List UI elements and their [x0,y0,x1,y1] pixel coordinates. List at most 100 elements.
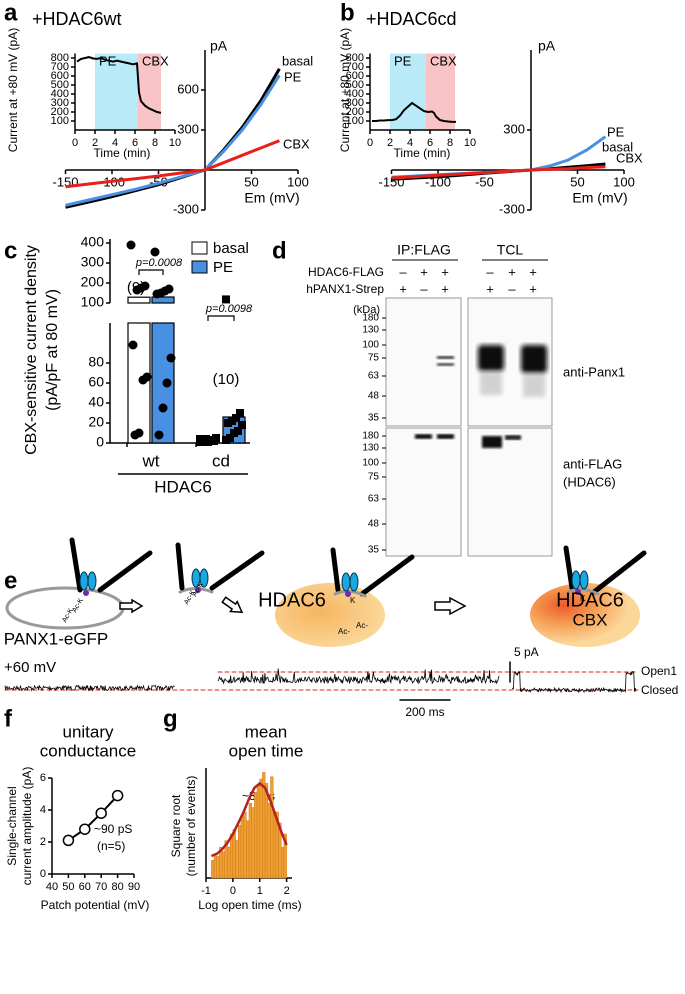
y-tick-label: 700 [51,61,69,73]
histogram-bar [227,846,231,879]
histogram-bar [211,860,215,879]
y-tick-label: 200 [81,274,105,290]
marker-label: 100 [362,340,379,351]
y-axis-label: Single-channel [5,786,19,865]
point [158,403,168,413]
blot-frame [467,427,553,557]
voltage-label: +60 mV [4,659,56,676]
lysine [195,587,201,593]
x-tick-label: 100 [287,174,309,189]
cell-label: PANX1-eGFP [4,629,109,648]
series-line [391,165,606,180]
marker-label: 75 [368,353,380,364]
marker-label: 48 [368,391,380,402]
point [196,435,204,443]
x-tick-label: 2 [387,137,393,149]
histogram-bar [229,833,234,879]
histogram-bar [264,783,269,879]
x-tick-label: wt [142,451,160,470]
channel [79,571,89,591]
y-tick-label: 400 [346,88,364,100]
series-label: CBX [283,136,310,151]
p-value: p=0.0098 [205,303,253,315]
y-tick-label: -300 [499,201,525,216]
antibody-label: anti-Panx1 [563,364,625,379]
histogram-bar [235,840,239,879]
lysine-label: K [350,596,356,605]
pipette [591,550,647,595]
pipette [209,550,265,591]
x-tick-label: 2 [92,137,98,149]
acetyl-label: Ac- [356,621,368,630]
marker-label: 63 [368,371,380,382]
bar [127,322,151,444]
point [230,429,238,437]
band [437,434,454,439]
marker-label: 35 [368,545,380,556]
legend-swatch [191,260,208,274]
point [222,295,230,304]
point [79,823,91,835]
p-value: p=0.0008 [135,257,183,269]
pipette [175,542,185,591]
y-axis-label: Current at +80 mV (pA) [6,28,20,152]
channel [341,572,351,592]
channel [579,570,589,590]
cell [530,583,640,647]
x-tick-label: 8 [152,137,158,149]
x-tick-label: 100 [613,174,635,189]
histogram-bar [254,791,258,879]
marker-label: 100 [362,458,379,469]
span [390,53,426,130]
y-tick-label: 80 [88,354,104,370]
significance-bracket [207,315,235,321]
membrane-patch [333,589,367,598]
x-tick-label: cd [212,451,230,470]
point [150,247,160,257]
y-axis-label: (number of events) [184,776,198,877]
y-tick-label: 0 [40,868,46,880]
n-label: (9) [127,279,145,296]
y-tick-label: 500 [346,79,364,91]
y-unit: pA [210,38,228,54]
scale-label: 5 pA [514,645,539,659]
point [126,240,136,250]
annotation: (n=5) [97,839,125,853]
band [415,434,432,439]
legend-swatch [191,241,208,255]
y-axis-label: (pA/pF at 80 mV) [44,289,61,411]
blot-group: IP:FLAG [397,242,451,258]
panel-label: f [4,705,13,732]
histogram-bar [216,855,220,879]
y-tick-label: 500 [51,79,69,91]
y-tick-label: 400 [81,234,105,250]
n-label: (10) [213,371,240,388]
band [521,345,547,373]
band [505,435,521,440]
x-axis-label: Time (min) [394,146,451,160]
lysine [345,591,351,597]
arrow [119,598,144,614]
span [95,53,138,130]
histogram-bar [221,851,226,879]
pipette [69,537,83,593]
band [437,356,454,359]
y-tick-label: 600 [177,81,199,96]
x-tick-label: 4 [407,137,413,149]
histogram-bar [243,811,247,879]
histogram-bar [251,807,255,879]
x-tick-label: 0 [72,137,78,149]
histogram-bar [270,776,274,879]
y-tick-label: 300 [51,97,69,109]
chart-title: mean [245,722,288,741]
histogram-bar [232,829,236,879]
series-line [65,74,281,207]
x-tick-label: 6 [132,137,138,149]
marker-label: 180 [362,431,379,442]
histogram-bar [267,802,271,879]
series-label: PE [284,69,302,84]
y-axis-label: current amplitude (pA) [20,767,34,886]
series-label: CBX [616,150,643,165]
y-tick-label: 100 [81,294,105,310]
histogram-bar [238,824,242,879]
